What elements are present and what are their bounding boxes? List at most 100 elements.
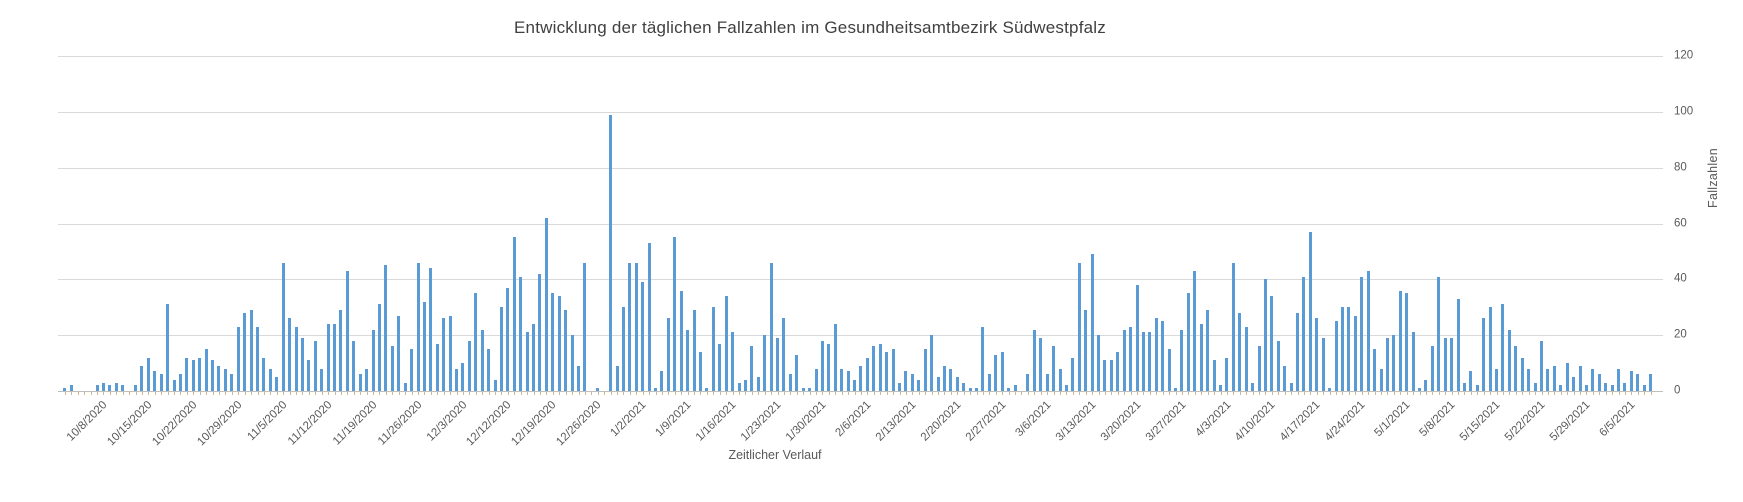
bar-5/13/2021 bbox=[1475, 385, 1479, 391]
bar-3/10/2021 bbox=[1064, 385, 1068, 391]
category-tick bbox=[604, 392, 606, 395]
category-tick bbox=[1316, 392, 1318, 395]
bar-5/8/2021 bbox=[1443, 337, 1447, 391]
category-tick bbox=[623, 392, 625, 395]
bar-1/28/2021 bbox=[801, 388, 805, 391]
bar-5/9/2021 bbox=[1450, 337, 1454, 391]
category-tick bbox=[270, 392, 272, 395]
bar-5/1/2021 bbox=[1398, 290, 1402, 391]
category-tick bbox=[1021, 392, 1023, 395]
bar-1/7/2021 bbox=[666, 318, 670, 391]
bar-2/27/2021 bbox=[994, 354, 998, 391]
bar-10/3/2020 bbox=[63, 388, 67, 391]
y-tick-label-60: 60 bbox=[1674, 217, 1687, 229]
bar-1/15/2021 bbox=[718, 343, 722, 391]
bar-4/16/2021 bbox=[1302, 276, 1306, 391]
category-tick bbox=[1130, 392, 1132, 395]
category-tick bbox=[1156, 392, 1158, 395]
category-tick bbox=[732, 392, 734, 395]
bar-2/11/2021 bbox=[891, 349, 895, 391]
category-tick bbox=[764, 392, 766, 395]
bar-11/1/2020 bbox=[249, 310, 253, 391]
x-tick-label-3/13/2021: 3/13/2021 bbox=[1053, 399, 1099, 444]
x-tick-label-2/13/2021: 2/13/2021 bbox=[873, 399, 919, 444]
bar-1/2/2021 bbox=[634, 262, 638, 391]
bar-5/16/2021 bbox=[1495, 368, 1499, 391]
bar-5/15/2021 bbox=[1488, 307, 1492, 391]
bar-1/16/2021 bbox=[724, 296, 728, 391]
category-tick bbox=[828, 392, 830, 395]
category-tick bbox=[1560, 392, 1562, 395]
bar-11/17/2020 bbox=[352, 340, 356, 391]
x-tick-label-1/16/2021: 1/16/2021 bbox=[693, 399, 739, 444]
category-tick bbox=[835, 392, 837, 395]
category-tick bbox=[238, 392, 240, 395]
bar-3/9/2021 bbox=[1058, 368, 1062, 391]
bar-11/30/2020 bbox=[435, 343, 439, 391]
category-tick bbox=[1406, 392, 1408, 395]
bar-6/3/2021 bbox=[1610, 385, 1614, 391]
category-tick bbox=[1092, 392, 1094, 395]
bar-12/10/2020 bbox=[487, 349, 491, 391]
bar-3/2/2021 bbox=[1013, 385, 1017, 391]
category-tick bbox=[1226, 392, 1228, 395]
category-tick bbox=[1336, 392, 1338, 395]
bar-5/31/2021 bbox=[1591, 368, 1595, 391]
category-tick bbox=[629, 392, 631, 395]
category-tick bbox=[610, 392, 612, 395]
bar-12/4/2020 bbox=[461, 363, 465, 391]
category-tick bbox=[565, 392, 567, 395]
category-tick bbox=[809, 392, 811, 395]
category-tick bbox=[1387, 392, 1389, 395]
category-tick bbox=[527, 392, 529, 395]
category-tick bbox=[148, 392, 150, 395]
x-tick-label-5/29/2021: 5/29/2021 bbox=[1547, 399, 1593, 444]
bar-11/21/2020 bbox=[377, 304, 381, 391]
bar-12/23/2020 bbox=[570, 335, 574, 391]
bar-5/6/2021 bbox=[1430, 346, 1434, 391]
bar-11/28/2020 bbox=[422, 301, 426, 391]
bar-10/20/2020 bbox=[172, 379, 176, 391]
category-tick bbox=[1541, 392, 1543, 395]
category-tick bbox=[918, 392, 920, 395]
category-tick bbox=[1117, 392, 1119, 395]
category-tick bbox=[1027, 392, 1029, 395]
bar-11/2/2020 bbox=[256, 326, 259, 391]
x-tick-label-12/3/2020: 12/3/2020 bbox=[424, 399, 470, 444]
bar-10/28/2020 bbox=[223, 368, 227, 391]
bar-3/22/2021 bbox=[1141, 332, 1145, 391]
category-tick bbox=[340, 392, 342, 395]
bar-1/27/2021 bbox=[795, 354, 799, 391]
x-tick-label-4/17/2021: 4/17/2021 bbox=[1278, 399, 1323, 444]
y-tick-label-0: 0 bbox=[1674, 384, 1681, 397]
category-tick bbox=[520, 392, 522, 395]
bar-2/10/2021 bbox=[885, 351, 889, 391]
bar-3/11/2021 bbox=[1071, 357, 1075, 391]
category-tick bbox=[398, 392, 400, 395]
bar-10/4/2020 bbox=[69, 385, 73, 391]
category-tick bbox=[1111, 392, 1113, 395]
category-tick bbox=[180, 392, 182, 395]
category-tick bbox=[218, 392, 220, 395]
bar-4/4/2021 bbox=[1225, 357, 1229, 391]
bar-11/20/2020 bbox=[371, 329, 375, 391]
bar-12/22/2020 bbox=[564, 310, 568, 391]
category-tick bbox=[501, 392, 503, 395]
x-tick-label-10/22/2020: 10/22/2020 bbox=[150, 399, 200, 449]
bar-5/12/2021 bbox=[1469, 371, 1473, 391]
category-tick bbox=[1599, 392, 1601, 395]
bar-12/29/2020 bbox=[609, 114, 613, 391]
category-tick bbox=[1522, 392, 1524, 395]
x-tick-label-4/3/2021: 4/3/2021 bbox=[1192, 399, 1233, 440]
x-tick-label-11/5/2020: 11/5/2020 bbox=[245, 399, 290, 444]
bar-5/23/2021 bbox=[1540, 340, 1543, 391]
category-tick bbox=[758, 392, 760, 395]
bar-3/27/2021 bbox=[1174, 388, 1178, 391]
category-tick bbox=[1124, 392, 1126, 395]
category-tick bbox=[1464, 392, 1466, 395]
bar-2/1/2021 bbox=[827, 343, 831, 391]
category-tick bbox=[912, 392, 914, 395]
bar-5/29/2021 bbox=[1578, 365, 1582, 391]
x-tick-label-10/29/2020: 10/29/2020 bbox=[195, 399, 245, 449]
bar-5/20/2021 bbox=[1520, 357, 1524, 391]
